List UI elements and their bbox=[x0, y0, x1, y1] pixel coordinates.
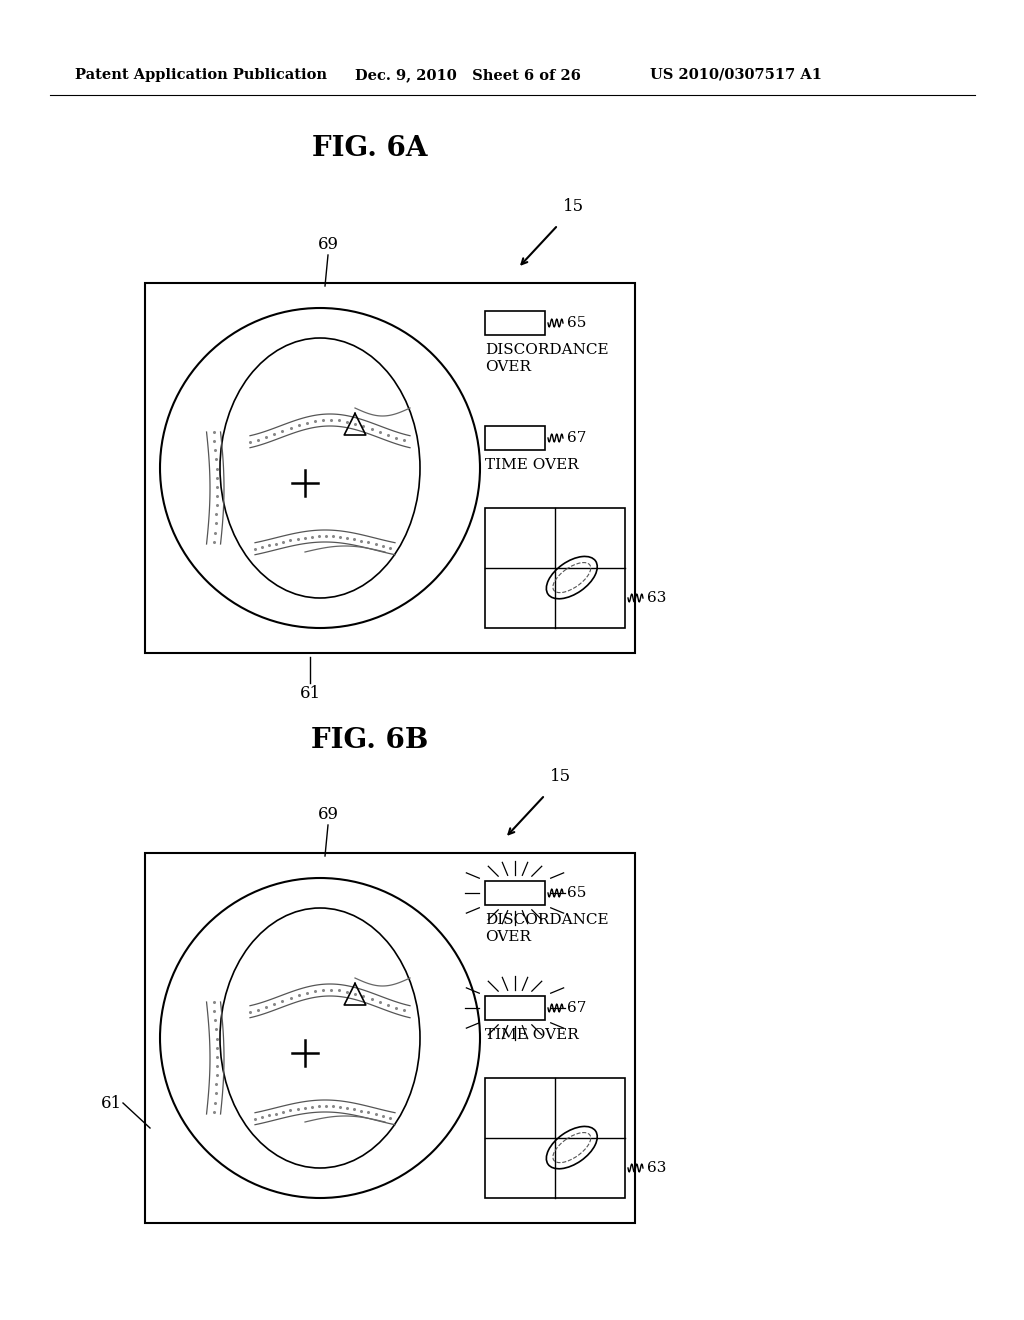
Text: FIG. 6B: FIG. 6B bbox=[311, 726, 429, 754]
Text: DISCORDANCE
OVER: DISCORDANCE OVER bbox=[485, 913, 608, 944]
Text: 69: 69 bbox=[317, 807, 339, 822]
Bar bbox=[485, 426, 545, 450]
Text: Dec. 9, 2010   Sheet 6 of 26: Dec. 9, 2010 Sheet 6 of 26 bbox=[355, 69, 581, 82]
Bar bbox=[485, 880, 545, 906]
Text: US 2010/0307517 A1: US 2010/0307517 A1 bbox=[650, 69, 822, 82]
Text: 69: 69 bbox=[317, 236, 339, 253]
Text: DISCORDANCE
OVER: DISCORDANCE OVER bbox=[485, 343, 608, 375]
Text: Patent Application Publication: Patent Application Publication bbox=[75, 69, 327, 82]
Text: 63: 63 bbox=[647, 1162, 667, 1175]
Bar bbox=[485, 312, 545, 335]
Text: 65: 65 bbox=[567, 886, 587, 900]
Text: 15: 15 bbox=[563, 198, 584, 215]
Text: 15: 15 bbox=[550, 768, 571, 785]
Text: 63: 63 bbox=[647, 591, 667, 605]
Text: TIME OVER: TIME OVER bbox=[485, 458, 579, 473]
Bar bbox=[485, 997, 545, 1020]
Text: 67: 67 bbox=[567, 432, 587, 445]
Text: FIG. 6A: FIG. 6A bbox=[312, 135, 428, 161]
Text: TIME OVER: TIME OVER bbox=[485, 1028, 579, 1041]
Text: 61: 61 bbox=[299, 685, 321, 702]
Text: 65: 65 bbox=[567, 315, 587, 330]
Bar bbox=[145, 853, 635, 1224]
Bar bbox=[485, 508, 625, 628]
Text: 61: 61 bbox=[101, 1094, 122, 1111]
Bar bbox=[485, 1078, 625, 1199]
Bar bbox=[145, 282, 635, 653]
Text: 67: 67 bbox=[567, 1001, 587, 1015]
